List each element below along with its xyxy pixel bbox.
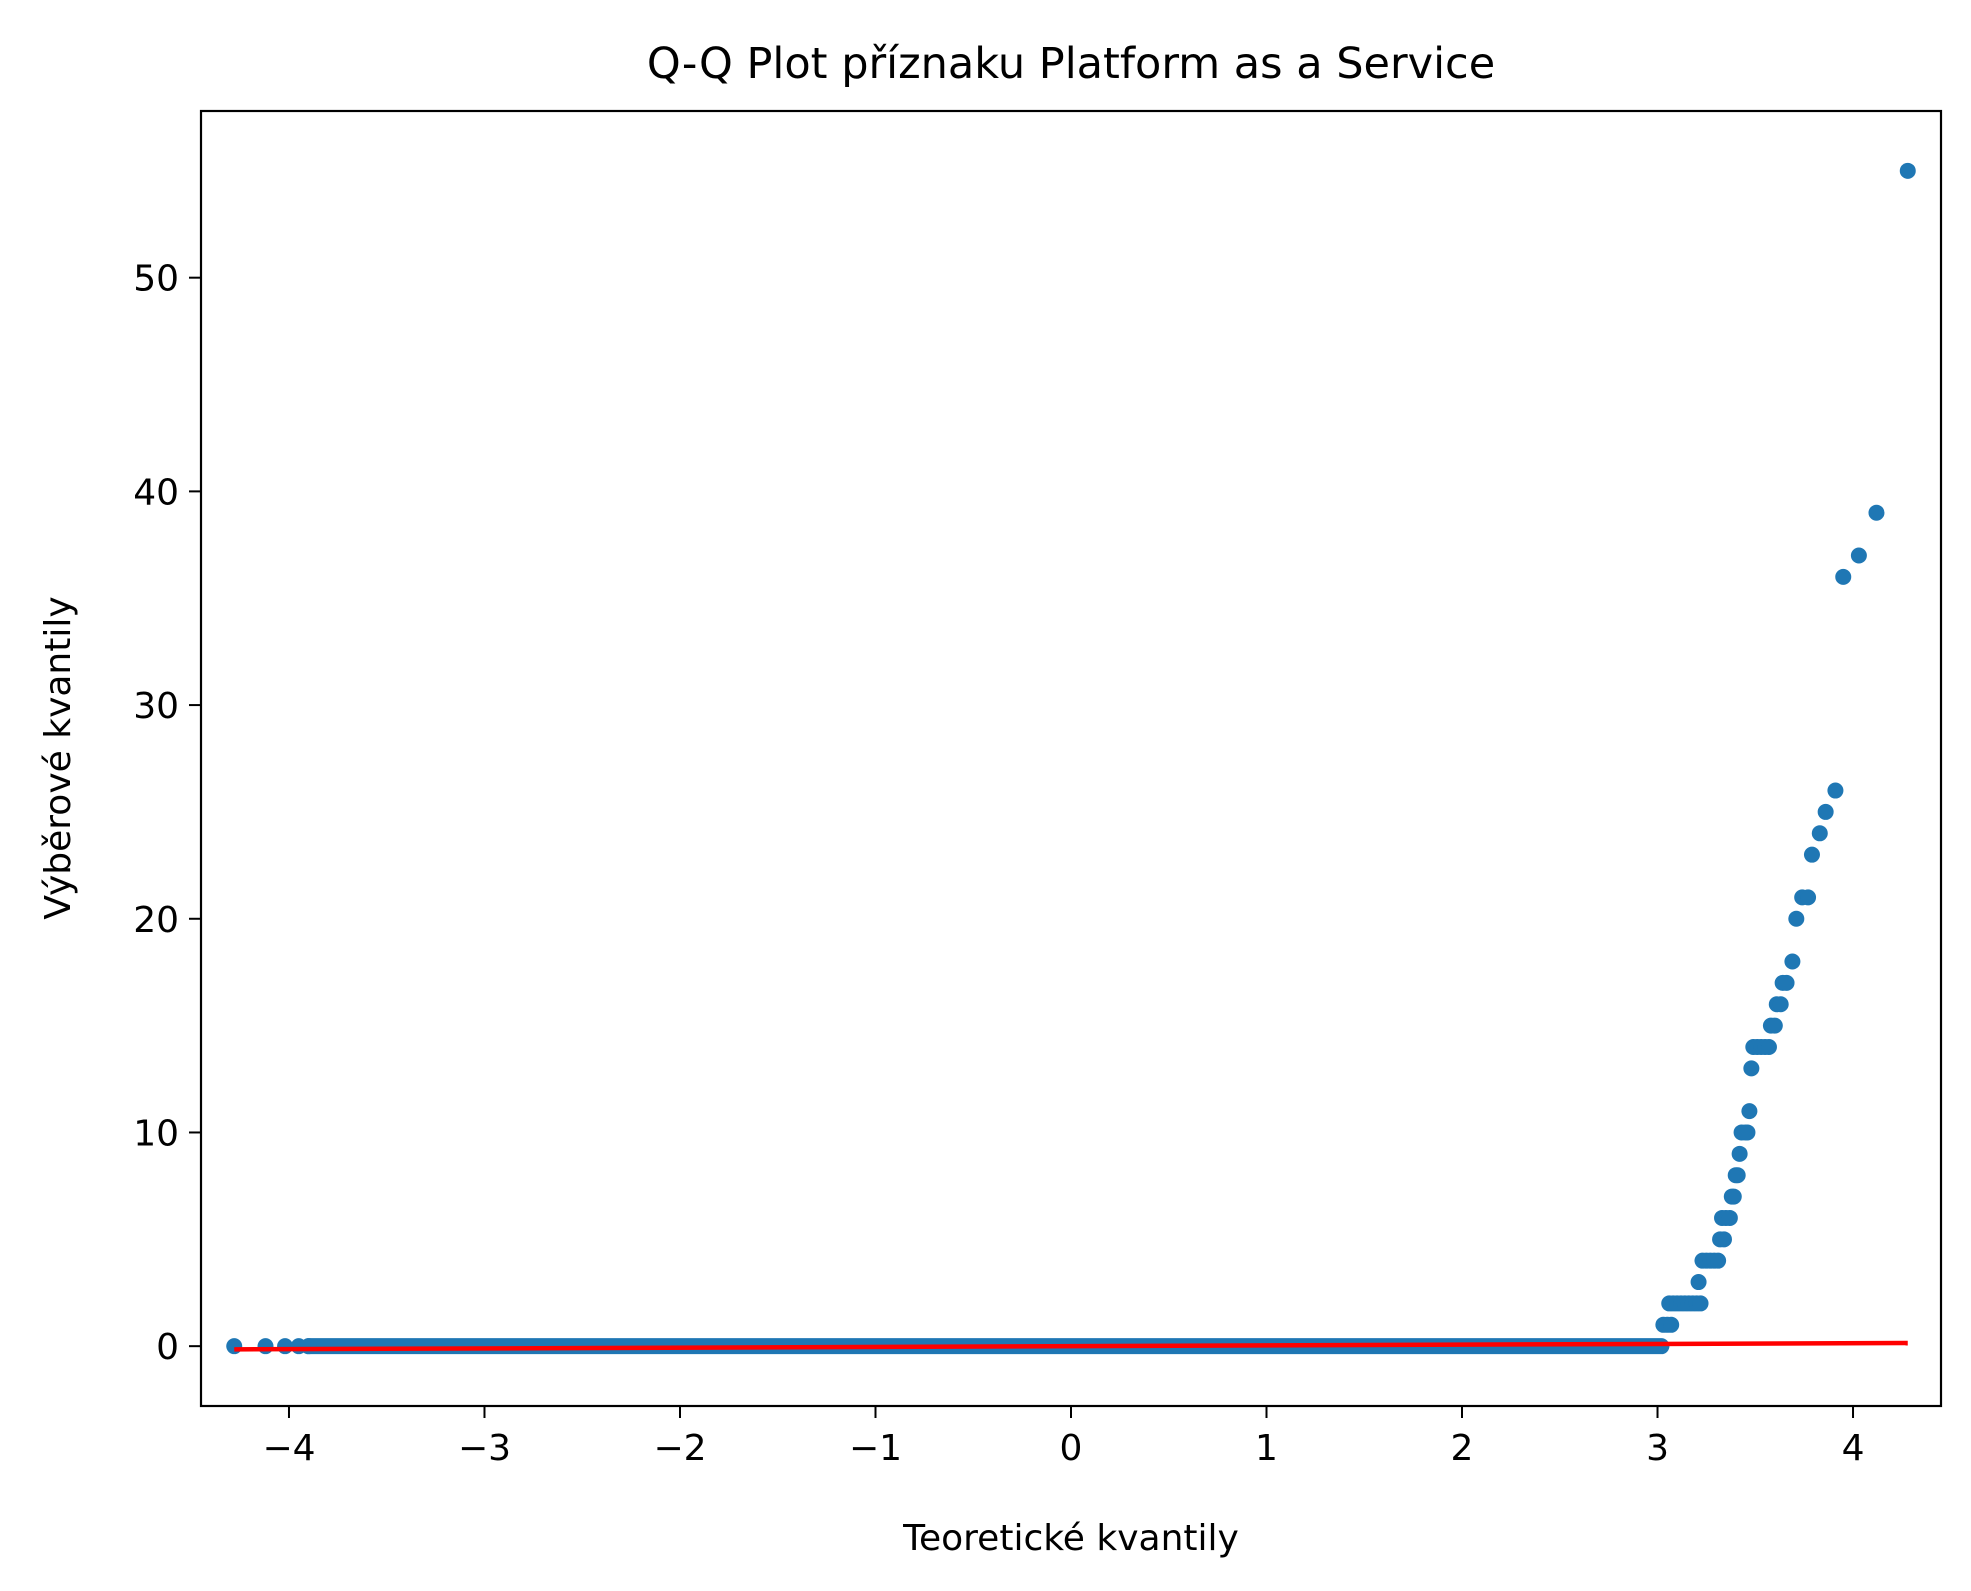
fit-line (234, 1340, 1908, 1352)
data-point (1739, 1124, 1756, 1141)
x-tick-label: 4 (1842, 1428, 1865, 1469)
y-tick-label: 40 (133, 472, 179, 513)
plot-area (226, 162, 1916, 1355)
x-tick-label: −2 (653, 1428, 706, 1469)
data-point (226, 1338, 243, 1355)
data-point (1721, 1209, 1738, 1226)
chart-title: Q-Q Plot příznaku Platform as a Service (647, 39, 1495, 89)
x-axis: −4 −3 −2 −1 0 1 2 3 4 (262, 1406, 1864, 1469)
x-tick-label: 2 (1451, 1428, 1474, 1469)
data-point (1850, 547, 1867, 564)
y-tick-label: 20 (133, 900, 179, 941)
data-point (1817, 803, 1834, 820)
data-point (1729, 1167, 1746, 1184)
data-point (1690, 1274, 1707, 1291)
data-point (1663, 1316, 1680, 1333)
x-tick-label: 3 (1646, 1428, 1669, 1469)
data-point (1731, 1145, 1748, 1162)
data-point (277, 1338, 294, 1355)
data-point (1692, 1295, 1709, 1312)
y-axis-label: Výběrové kvantily (38, 596, 79, 919)
data-point (257, 1338, 274, 1355)
data-point (1725, 1188, 1742, 1205)
data-point (1800, 889, 1817, 906)
data-point (1827, 782, 1844, 799)
x-tick-label: −4 (262, 1428, 315, 1469)
data-point (1741, 1103, 1758, 1120)
data-point (1715, 1231, 1732, 1248)
x-tick-label: −3 (458, 1428, 511, 1469)
x-tick-label: −1 (849, 1428, 902, 1469)
y-tick-label: 30 (133, 686, 179, 727)
y-tick-label: 10 (133, 1113, 179, 1154)
data-point (1899, 162, 1916, 179)
data-point (1710, 1252, 1727, 1269)
data-point (1778, 974, 1795, 991)
data-point (1788, 910, 1805, 927)
x-tick-label: 1 (1255, 1428, 1278, 1469)
data-point (1868, 504, 1885, 521)
data-point (1766, 1017, 1783, 1034)
y-tick-label: 50 (133, 259, 179, 300)
data-point (1811, 825, 1828, 842)
data-point (1772, 996, 1789, 1013)
data-point (300, 1338, 317, 1355)
y-tick-label: 0 (156, 1327, 179, 1368)
x-axis-label: Teoretické kvantily (902, 1518, 1239, 1559)
data-point (1760, 1038, 1777, 1055)
y-axis: 0 10 20 30 40 50 (133, 259, 201, 1368)
data-point (1743, 1060, 1760, 1077)
data-point (1835, 568, 1852, 585)
data-point (1803, 846, 1820, 863)
data-point (1784, 953, 1801, 970)
x-tick-label: 0 (1060, 1428, 1083, 1469)
